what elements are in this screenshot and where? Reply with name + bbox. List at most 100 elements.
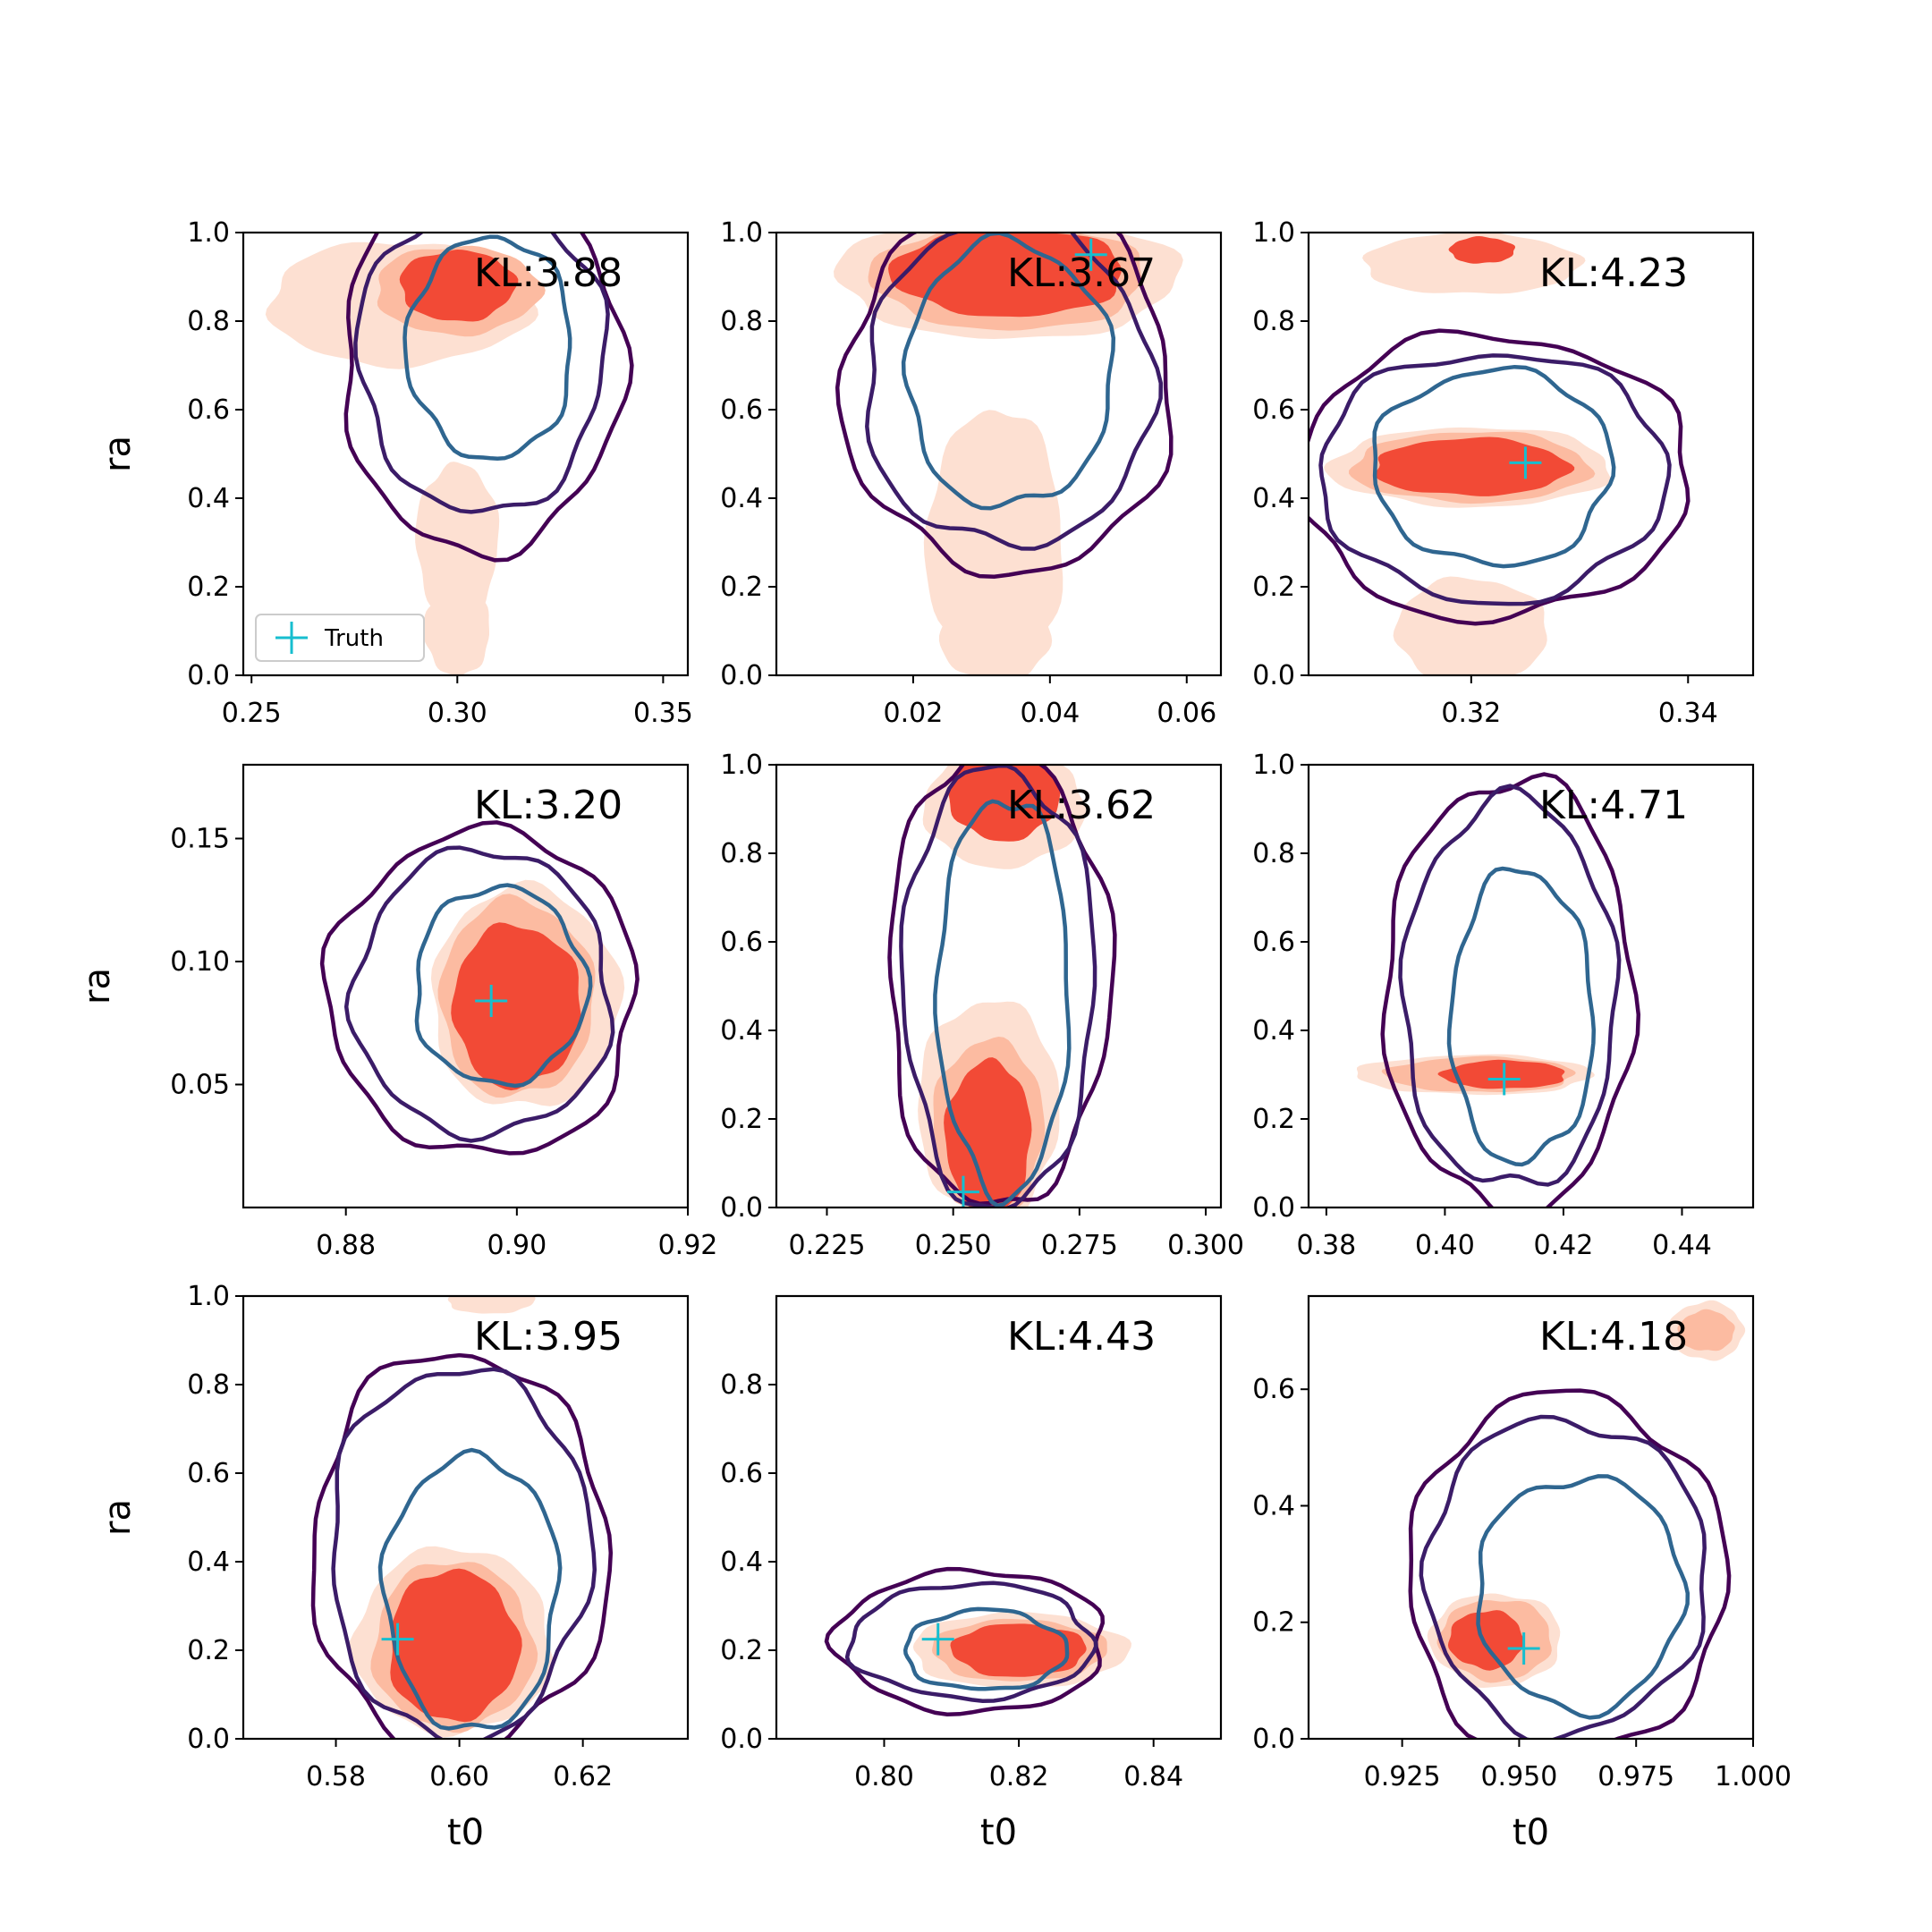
density-fill-level-2: [451, 922, 581, 1091]
density-fill-level-2: [950, 1623, 1087, 1677]
y-axis-label: ra: [77, 968, 118, 1004]
y-tick-label: 1.0: [1252, 217, 1295, 249]
contour-line-level-0: [319, 820, 640, 1156]
x-axis-label: t0: [1513, 1812, 1549, 1853]
density-fill-level-1: [1677, 1309, 1735, 1352]
density-fill-level-0: [1393, 576, 1547, 675]
x-tick-label: 0.82: [989, 1761, 1049, 1792]
y-tick-label: 0.8: [1252, 838, 1295, 869]
x-tick-label: 0.300: [1167, 1230, 1244, 1261]
truth-marker: [946, 1175, 979, 1208]
y-tick-label: 0.6: [720, 1458, 763, 1489]
axes-frame: [1307, 1294, 1755, 1741]
panel-8: 0.80 0.82 0.84 0.0 0.2 0.4 0.6 0.8 KL:4.43 t0: [720, 1294, 1223, 1853]
contour-line-level-1: [331, 1367, 597, 1739]
y-tick-label: 0.0: [720, 660, 763, 691]
x-tick-label: 0.34: [1658, 698, 1718, 729]
y-tick-label: 0.8: [187, 306, 230, 337]
contour-line-level-0: [835, 233, 1174, 579]
contour-line-level-2: [1372, 364, 1616, 569]
x-tick-label: 0.06: [1157, 698, 1216, 729]
plot-area: [1309, 233, 1690, 675]
y-tick-label: 0.4: [187, 1546, 230, 1578]
panel-1: 0.25 0.30 0.35 0.0 0.2 0.4 0.6 0.8 1.0 KL:3.88 ra T…: [97, 217, 693, 729]
y-tick-label: 0.8: [720, 838, 763, 869]
truth-marker: [1509, 446, 1542, 479]
x-tick-label: 0.44: [1652, 1230, 1712, 1261]
y-tick-label: 1.0: [720, 750, 763, 781]
kl-annotation: KL:3.95: [474, 1314, 623, 1360]
kl-annotation: KL:4.71: [1539, 783, 1688, 828]
y-tick-label: 0.2: [720, 572, 763, 603]
contour-line-level-2: [1476, 1474, 1690, 1720]
x-tick-label: 0.60: [429, 1761, 489, 1792]
x-tick-label: 0.84: [1123, 1761, 1183, 1792]
y-tick-label: 0.6: [1252, 927, 1295, 958]
y-tick-label: 1.0: [720, 217, 763, 249]
x-tick-label: 0.58: [306, 1761, 366, 1792]
x-tick-label: 0.950: [1480, 1761, 1557, 1792]
x-tick-label: 0.275: [1041, 1230, 1118, 1261]
y-tick-label: 0.4: [187, 483, 230, 514]
contour-line-level-0: [343, 233, 634, 563]
y-tick-label: 0.0: [1252, 660, 1295, 691]
y-tick-label: 0.4: [1252, 483, 1295, 514]
y-axis-label: ra: [97, 1499, 139, 1536]
x-tick-label: 0.250: [915, 1230, 992, 1261]
y-tick-label: 1.0: [187, 217, 230, 249]
density-fill-level-2: [1448, 236, 1515, 264]
y-tick-label: 0.6: [720, 927, 763, 958]
legend: Truth: [255, 614, 425, 662]
plot-area: [1408, 1300, 1746, 1739]
density-fill-level-0: [423, 587, 489, 675]
density-fill-level-2: [888, 233, 1122, 318]
y-tick-label: 0.0: [187, 660, 230, 691]
y-tick-label: 0.6: [187, 394, 230, 426]
contour-line-level-0: [887, 765, 1117, 1206]
x-tick-label: 0.04: [1020, 698, 1080, 729]
truth-marker: [1487, 1063, 1521, 1096]
density-fill-level-2: [948, 765, 1061, 842]
axes-frame: [775, 231, 1223, 677]
density-fill-level-2: [1437, 1059, 1565, 1089]
y-tick-label: 0.6: [1252, 394, 1295, 426]
panel-5: 0.225 0.250 0.275 0.300 0.0 0.2 0.4 0.6 0.8 1.0 KL…: [720, 750, 1244, 1261]
panel-6: 0.38 0.40 0.42 0.44 0.0 0.2 0.4 0.6 0.8 1.0 KL:4.7…: [1252, 750, 1755, 1261]
kl-annotation: KL:4.23: [1539, 250, 1688, 296]
contour-line-level-0: [1408, 1388, 1732, 1739]
contour-line-level-1: [1398, 784, 1622, 1187]
y-tick-label: 0.05: [170, 1070, 230, 1101]
panel-9: 0.925 0.950 0.975 1.000 0.0 0.2 0.4 0.6 KL:4.18 t…: [1252, 1294, 1792, 1853]
density-fill-level-2: [390, 1568, 522, 1723]
panel-4: 0.88 0.90 0.92 0.05 0.10 0.15 KL:3.20 ra: [77, 763, 717, 1261]
y-tick-label: 0.2: [187, 1635, 230, 1666]
contour-line-level-2: [414, 883, 593, 1089]
y-tick-label: 0.10: [170, 946, 230, 978]
contour-line-level-2: [377, 1447, 563, 1731]
kl-annotation: KL:3.88: [474, 250, 623, 296]
y-tick-label: 0.2: [1252, 572, 1295, 603]
y-tick-label: 0.8: [1252, 306, 1295, 337]
kl-annotation: KL:4.43: [1007, 1314, 1156, 1360]
x-tick-label: 0.225: [789, 1230, 866, 1261]
contour-line-level-2: [902, 1606, 1070, 1691]
x-axis-label: t0: [447, 1812, 484, 1853]
plot-area: [1356, 772, 1641, 1208]
kl-annotation: KL:3.62: [1007, 783, 1156, 828]
y-tick-label: 0.6: [720, 394, 763, 426]
y-tick-label: 0.6: [187, 1458, 230, 1489]
plot-area: [265, 233, 634, 675]
y-tick-label: 0.6: [1252, 1374, 1295, 1405]
truth-marker: [475, 985, 508, 1017]
truth-marker: [1074, 238, 1107, 271]
density-fill-level-0: [938, 578, 1053, 675]
panel-3: 0.32 0.34 0.0 0.2 0.4 0.6 0.8 1.0 KL:4.23: [1252, 217, 1755, 729]
y-tick-label: 0.8: [720, 1369, 763, 1401]
plot-area: [824, 1566, 1131, 1716]
y-tick-label: 1.0: [187, 1281, 230, 1312]
y-tick-label: 0.8: [720, 306, 763, 337]
y-tick-label: 0.0: [720, 1724, 763, 1755]
legend-entry-truth: Truth: [324, 625, 384, 652]
y-tick-label: 0.2: [1252, 1607, 1295, 1639]
